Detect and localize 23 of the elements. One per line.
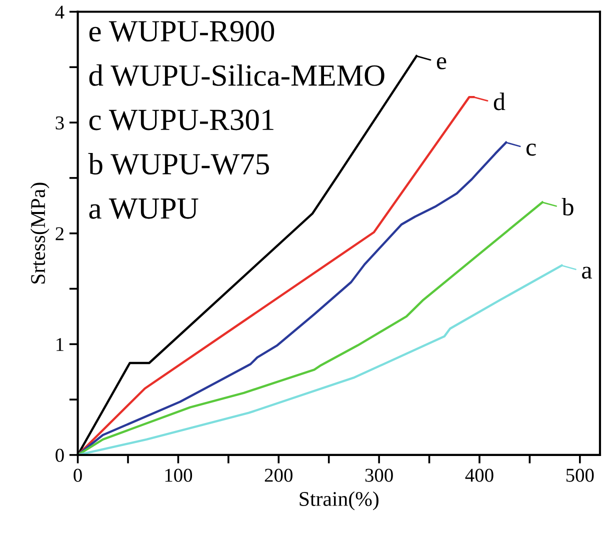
y-tick-label: 0 bbox=[56, 448, 64, 462]
annotation: e WUPU-R900 bbox=[89, 20, 274, 42]
legend-label: c bbox=[526, 144, 536, 156]
x-tick-label: 300 bbox=[365, 468, 393, 482]
x-tick-label: 200 bbox=[264, 468, 292, 482]
x-tick-label: 500 bbox=[566, 468, 594, 482]
y-tick-label: 4 bbox=[55, 6, 64, 18]
y-tick-label: 3 bbox=[56, 116, 64, 130]
legend-label: e bbox=[436, 57, 446, 70]
x-tick-label: 400 bbox=[465, 468, 494, 482]
annotation: d WUPU-Silica-MEMO bbox=[89, 64, 384, 86]
annotation: c WUPU-R301 bbox=[89, 110, 274, 130]
x-tick-label: 0 bbox=[74, 468, 82, 482]
x-tick-label: 100 bbox=[165, 468, 192, 482]
y-axis-title: Srtess(MPa) bbox=[30, 182, 50, 284]
legend-label: d bbox=[494, 92, 506, 110]
legend-label: a bbox=[582, 266, 592, 279]
y-tick-label: 1 bbox=[56, 338, 64, 351]
annotation: b WUPU-W75 bbox=[88, 153, 269, 175]
x-axis-title: Strain(%) bbox=[300, 491, 378, 510]
legend-label: b bbox=[562, 198, 574, 216]
annotation: a WUPU bbox=[89, 198, 198, 220]
y-tick-label: 2 bbox=[56, 227, 64, 240]
